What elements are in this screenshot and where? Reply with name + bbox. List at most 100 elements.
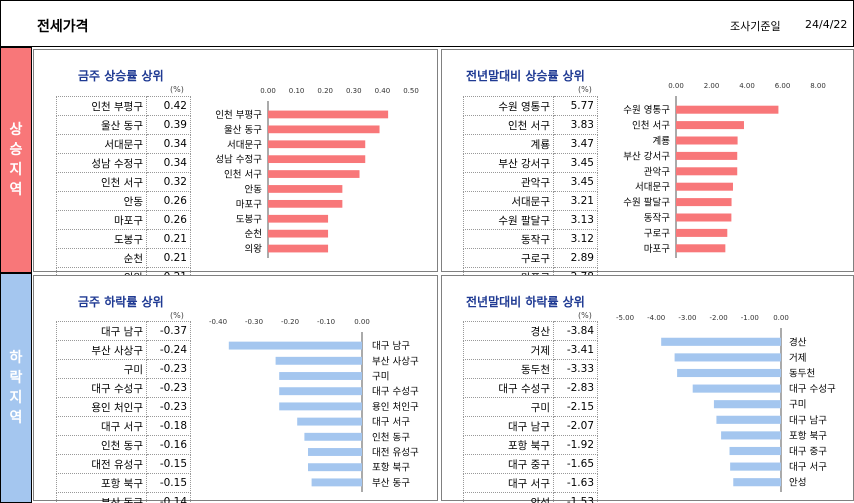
bar [297,417,362,426]
x-tick-label: -4.00 [647,314,665,322]
region-name-cell: 성남 수정구 [56,153,147,173]
category-label: 부산 동구 [372,478,410,489]
region-name-cell: 계룡 [463,134,554,154]
rate-value-cell: -1.63 [553,473,598,493]
unit-label: (%) [578,311,592,320]
bar [676,198,732,207]
unit-label: (%) [170,85,184,94]
table-row: 대전 유성구 -0.15 [56,454,191,474]
x-tick-label: -5.00 [616,314,634,322]
region-name-cell: 구미 [463,397,554,417]
x-tick-label: 0.10 [289,87,305,95]
table-row: 경산 -3.84 [463,321,598,341]
bar [677,368,781,378]
table-row: 관악구 3.45 [463,172,598,192]
bar [268,125,380,134]
region-name-cell: 도봉구 [56,229,147,249]
rate-value-cell: -0.37 [146,321,191,341]
table-row: 대구 수성구 -0.23 [56,378,191,398]
bar [279,387,362,396]
x-tick-label: -3.00 [678,314,696,322]
bar [716,415,781,424]
ranking-table: 대구 남구 -0.37 부산 사상구 -0.24 구미 -0.23 대구 수성구 -0.23 용… [56,321,191,503]
rate-value-cell: -3.41 [553,340,598,360]
bar [676,136,738,145]
region-name-cell: 대구 수성구 [463,378,554,398]
rate-value-cell: -0.23 [146,378,191,398]
category-label: 계룡 [653,135,671,147]
category-label: 대구 수성구 [372,387,419,398]
bar [676,167,738,176]
table-row: 인천 동구 -0.16 [56,435,191,455]
bar [268,185,343,193]
bar [304,432,362,441]
bar [730,462,781,471]
table-row: 대구 남구 -0.37 [56,321,191,341]
category-label: 수원 팔달구 [623,197,670,209]
table-row: 울산 동구 0.39 [56,115,191,135]
band-char: 지 [9,390,23,406]
bar [268,155,366,164]
rate-value-cell: 0.32 [146,172,191,192]
region-name-cell: 구미 [56,359,147,379]
bar [268,229,329,238]
x-tick-label: 8.00 [810,82,826,90]
table-row: 거제 -3.41 [463,340,598,360]
rate-value-cell: -3.33 [553,359,598,379]
category-label: 구미 [372,372,389,383]
region-name-cell: 인천 동구 [56,435,147,455]
region-name-cell: 부산 사상구 [56,340,147,360]
ranking-table: 경산 -3.84 거제 -3.41 동두천 -3.33 대구 수성구 -2.83 구미 -2.15… [463,321,598,503]
bar [308,463,362,472]
category-label: 서대문구 [635,182,670,193]
band-char: 하 [9,350,23,366]
rising-region-band: 상 승 지 역 [0,47,32,273]
region-name-cell: 관악구 [463,172,554,192]
bar [676,213,732,222]
category-label: 도봉구 [236,214,262,225]
region-name-cell: 대구 수성구 [56,378,147,398]
table-row: 구로구 2.89 [463,248,598,268]
bar [268,110,389,119]
rate-value-cell: -1.92 [553,435,598,455]
category-label: 대구 서구 [372,417,410,428]
table-row: 안동 0.26 [56,191,191,211]
category-label: 대구 남구 [372,341,410,352]
rate-value-cell: 0.34 [146,134,191,154]
rate-value-cell: -0.14 [146,492,191,503]
rate-value-cell: 0.21 [146,248,191,268]
page-title: 전세가격 [37,19,89,35]
category-label: 순천 [245,229,262,240]
category-label: 안동 [245,184,263,195]
category-label: 인천 부평구 [215,110,262,121]
rate-value-cell: 0.26 [146,210,191,230]
category-label: 대구 서구 [789,462,827,473]
region-name-cell: 대구 중구 [463,454,554,474]
region-name-cell: 대구 남구 [463,416,554,436]
region-name-cell: 대전 유성구 [56,454,147,474]
unit-label: (%) [578,85,592,94]
rate-value-cell: -1.65 [553,454,598,474]
bar [676,182,733,191]
rate-value-cell: 0.39 [146,115,191,135]
bar [676,105,779,114]
region-name-cell: 수원 영통구 [463,96,554,116]
rate-value-cell: -0.15 [146,454,191,474]
falling-region-band: 하 락 지 역 [0,273,32,503]
region-name-cell: 서대문구 [56,134,147,154]
region-name-cell: 부산 동구 [56,492,147,503]
category-label: 안성 [789,478,806,489]
category-label: 마포구 [644,244,670,255]
x-tick-label: -2.00 [710,314,728,322]
region-name-cell: 수원 팔달구 [463,210,554,230]
rate-value-cell: -0.16 [146,435,191,455]
category-label: 용인 처인구 [372,401,419,413]
rate-value-cell: -0.24 [146,340,191,360]
table-row: 순천 0.21 [56,248,191,268]
unit-label: (%) [170,311,184,320]
category-label: 동작구 [644,213,670,224]
bar [733,478,781,487]
